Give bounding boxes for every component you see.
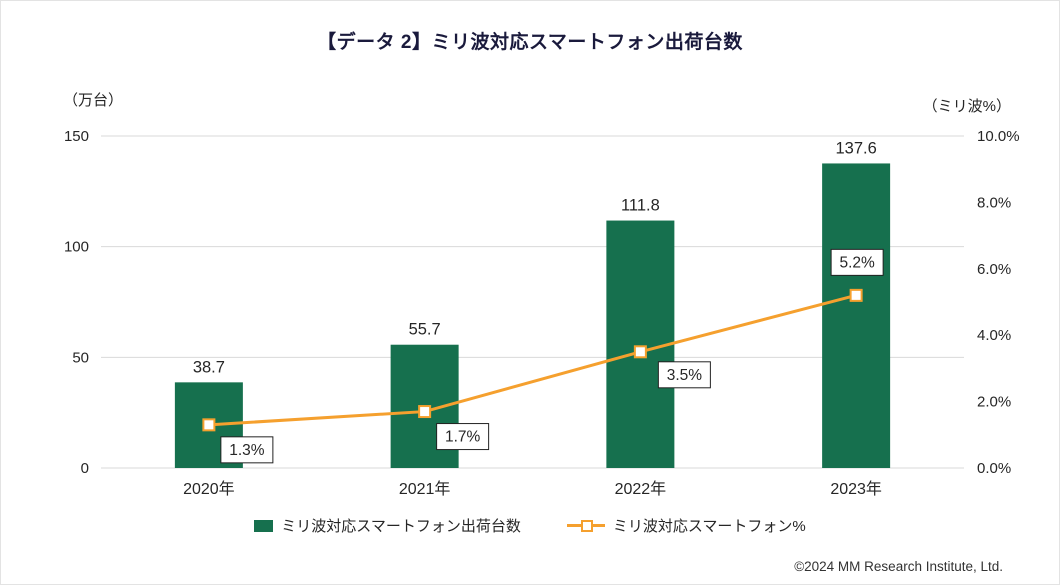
bar-value-label: 55.7: [409, 321, 441, 339]
line-marker: [418, 405, 432, 419]
line-value-label-box: [436, 423, 490, 451]
right-axis-tick-label: 2.0%: [977, 394, 1011, 411]
chart-title: 【データ 2】ミリ波対応スマートフォン出荷台数: [317, 32, 743, 53]
bar-value-label: 111.8: [621, 197, 660, 215]
line-marker: [633, 345, 647, 359]
x-axis-category-label: 2022年: [615, 480, 667, 498]
x-axis-category-label: 2023年: [830, 480, 882, 498]
line-value-label: 1.7%: [445, 429, 481, 446]
legend-item-shipments: ミリ波対応スマートフォン出荷台数: [254, 515, 521, 536]
line-value-label-box: [657, 361, 711, 389]
x-axis-category-label: 2020年: [183, 480, 235, 498]
chart-legend: ミリ波対応スマートフォン出荷台数 ミリ波対応スマートフォン%: [1, 515, 1059, 536]
line-marker: [849, 288, 863, 302]
percent-line: [208, 293, 857, 427]
x-axis-category-label: 2021年: [399, 480, 451, 498]
bar-series-swatch-icon: [254, 519, 274, 532]
right-axis-tick-label: 0.0%: [977, 460, 1011, 477]
line-marker-icon: [580, 520, 593, 532]
left-axis-tick-label: 0: [81, 460, 89, 477]
left-axis-tick-label: 150: [64, 128, 89, 145]
legend-label-shipments: ミリ波対応スマートフォン出荷台数: [281, 518, 521, 535]
legend-label-percent: ミリ波対応スマートフォン%: [612, 518, 806, 535]
right-axis-tick-label: 8.0%: [977, 194, 1011, 211]
copyright-note: ©2024 MM Research Institute, Ltd.: [794, 559, 1003, 574]
bar-shipments: [822, 163, 891, 469]
right-axis-tick-label: 4.0%: [977, 327, 1011, 344]
right-axis-tick-label: 10.0%: [977, 128, 1020, 145]
line-value-label: 3.5%: [667, 367, 703, 384]
right-axis-unit-label: （ミリ波%）: [922, 98, 1011, 115]
line-series-swatch-icon: [566, 520, 605, 532]
left-axis-unit-label: （万台）: [63, 92, 124, 109]
bar-shipments: [606, 220, 675, 468]
right-axis-tick-label: 6.0%: [977, 261, 1011, 278]
legend-item-percent: ミリ波対応スマートフォン%: [566, 515, 806, 536]
left-axis-tick-label: 100: [64, 239, 89, 256]
left-axis-tick-label: 50: [72, 349, 89, 366]
line-value-label-box: [220, 436, 274, 464]
line-marker: [202, 418, 216, 432]
line-value-label: 1.3%: [229, 442, 265, 459]
bar-value-label: 38.7: [193, 358, 225, 376]
bar-value-label: 137.6: [835, 139, 876, 157]
line-value-label-box: [830, 248, 884, 276]
line-value-label: 5.2%: [839, 254, 875, 271]
